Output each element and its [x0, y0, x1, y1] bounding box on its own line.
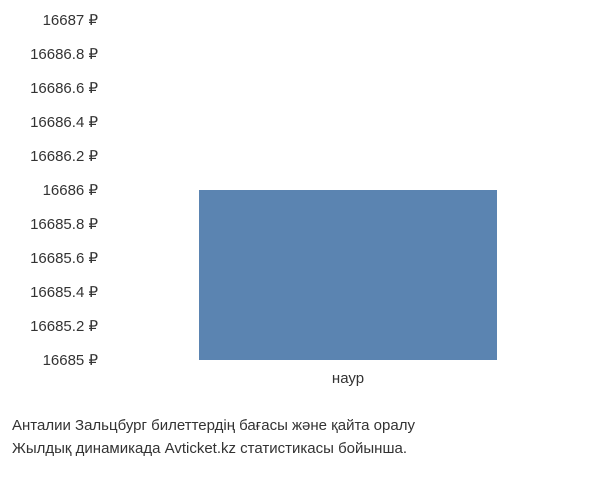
y-tick: 16686.4 ₽ [30, 113, 98, 131]
y-tick: 16685.8 ₽ [30, 215, 98, 233]
y-tick: 16685 ₽ [43, 351, 98, 369]
y-tick: 16685.6 ₽ [30, 249, 98, 267]
caption-line-2: Жылдық динамикада Avticket.kz статистика… [12, 438, 415, 461]
y-tick: 16685.2 ₽ [30, 317, 98, 335]
y-tick: 16685.4 ₽ [30, 283, 98, 301]
x-axis-label: наур [332, 370, 364, 387]
plot-area [108, 20, 588, 360]
y-tick: 16686.8 ₽ [30, 45, 98, 63]
caption-line-1: Анталии Зальцбург билеттердің бағасы жән… [12, 415, 415, 438]
bar [199, 190, 497, 360]
y-tick: 16686.6 ₽ [30, 79, 98, 97]
y-tick: 16686 ₽ [43, 181, 98, 199]
y-tick: 16686.2 ₽ [30, 147, 98, 165]
chart-container: 16687 ₽ 16686.8 ₽ 16686.6 ₽ 16686.4 ₽ 16686.… [0, 0, 600, 500]
caption: Анталии Зальцбург билеттердің бағасы жән… [12, 415, 415, 460]
y-tick: 16687 ₽ [43, 11, 98, 29]
